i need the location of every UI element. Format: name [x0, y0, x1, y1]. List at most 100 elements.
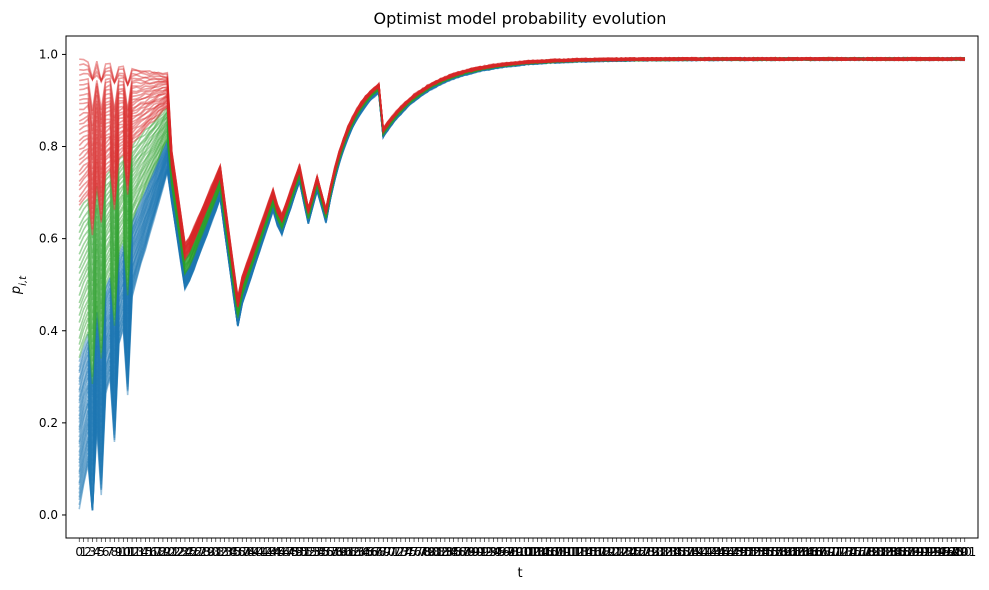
series-line-group-1: [78, 56, 965, 350]
x-tick-label: 189: [900, 545, 923, 559]
x-tick-label: 60: [336, 545, 351, 559]
series-line-group-1: [78, 56, 965, 314]
series-line-group-0: [78, 56, 965, 478]
y-tick-label: 0.8: [39, 140, 58, 154]
series-line-group-1: [78, 56, 965, 309]
x-tick-label: 88: [459, 545, 474, 559]
series-line-group-0: [78, 56, 965, 482]
x-tick-label: 25: [182, 545, 197, 559]
x-tick-label: 159: [768, 545, 791, 559]
x-tick-label: 143: [698, 545, 721, 559]
series-line-group-0: [78, 56, 965, 444]
x-tick-label: 44: [265, 545, 280, 559]
x-tick-label: 131: [645, 545, 668, 559]
x-tick-label: 18: [151, 545, 166, 559]
series-line-group-2: [79, 56, 965, 301]
series-line-group-1: [78, 56, 965, 362]
x-tick-label: 0: [75, 545, 83, 559]
series-line-group-0: [78, 57, 965, 503]
x-tick-label: 190: [905, 545, 928, 559]
x-tick-label: 198: [940, 545, 963, 559]
x-tick-label: 162: [782, 545, 805, 559]
series-line-group-1: [78, 56, 966, 384]
series-line-group-2: [79, 56, 965, 302]
x-tick-label: 188: [896, 545, 919, 559]
x-tick-label: 112: [561, 545, 584, 559]
x-tick-label: 26: [186, 545, 201, 559]
x-tick-label: 195: [927, 545, 950, 559]
series-line-group-1: [78, 56, 965, 371]
x-tick-label: 127: [627, 545, 650, 559]
x-tick-label: 104: [526, 545, 549, 559]
x-tick-label: 7: [106, 545, 114, 559]
x-tick-label: 52: [301, 545, 316, 559]
x-tick-label: 125: [618, 545, 641, 559]
x-tick-label: 124: [614, 545, 637, 559]
x-tick-label: 179: [856, 545, 879, 559]
x-tick-label: 72: [389, 545, 404, 559]
x-tick-label: 81: [428, 545, 443, 559]
x-tick-label: 67: [367, 545, 382, 559]
series-line-group-2: [78, 56, 965, 306]
x-tick-label: 200: [949, 545, 972, 559]
series-line-group-2: [78, 56, 966, 304]
x-tick-label: 116: [579, 545, 602, 559]
x-tick-label: 29: [199, 545, 214, 559]
x-tick-label: 115: [574, 545, 597, 559]
series-line-group-2: [79, 56, 965, 298]
x-tick-label: 12: [124, 545, 139, 559]
x-tick-label: 178: [852, 545, 875, 559]
x-tick-label: 65: [358, 545, 373, 559]
x-tick-label: 193: [918, 545, 941, 559]
x-tick-label: 93: [481, 545, 496, 559]
x-tick-label: 123: [610, 545, 633, 559]
series-line-group-1: [78, 56, 965, 330]
x-tick-label: 34: [221, 545, 236, 559]
x-tick-label: 30: [204, 545, 219, 559]
x-tick-label: 71: [384, 545, 399, 559]
x-tick-label: 40: [248, 545, 263, 559]
x-tick-label: 150: [729, 545, 752, 559]
series-line-group-0: [78, 56, 966, 457]
x-tick-label: 98: [503, 545, 518, 559]
series-line-group-0: [78, 56, 966, 388]
x-tick-label: 101: [513, 545, 536, 559]
x-tick-label: 139: [680, 545, 703, 559]
x-tick-label: 119: [592, 545, 615, 559]
x-tick-label: 140: [685, 545, 708, 559]
x-tick-label: 27: [191, 545, 206, 559]
series-line-group-0: [78, 56, 965, 428]
series-line-group-0: [78, 56, 965, 497]
x-tick-label: 196: [931, 545, 954, 559]
x-tick-label: 126: [623, 545, 646, 559]
series-line-group-2: [78, 56, 965, 306]
x-tick-label: 151: [733, 545, 756, 559]
x-tick-label: 1: [80, 545, 88, 559]
series-line-group-2: [78, 56, 965, 306]
x-tick-label: 5: [97, 545, 105, 559]
series-line-group-0: [78, 56, 965, 409]
x-tick-label: 154: [746, 545, 769, 559]
x-tick-label: 58: [327, 545, 342, 559]
x-tick-label: 76: [406, 545, 421, 559]
x-tick-label: 91: [473, 545, 488, 559]
x-tick-label: 167: [804, 545, 827, 559]
x-tick-label: 84: [442, 545, 457, 559]
series-line-group-0: [78, 56, 965, 447]
x-tick-label: 70: [380, 545, 395, 559]
x-tick-label: 121: [601, 545, 624, 559]
x-tick-label: 50: [292, 545, 307, 559]
series-line-group-1: [78, 56, 965, 309]
x-tick-label: 56: [318, 545, 333, 559]
x-tick-label: 183: [874, 545, 897, 559]
series-line-group-2: [78, 56, 965, 307]
x-tick-label: 182: [870, 545, 893, 559]
x-tick-label: 197: [936, 545, 959, 559]
x-tick-label: 63: [349, 545, 364, 559]
series-line-group-0: [78, 56, 966, 467]
series-line-group-1: [78, 56, 965, 312]
x-tick-label: 54: [309, 545, 324, 559]
x-tick-label: 176: [843, 545, 866, 559]
x-tick-label: 160: [773, 545, 796, 559]
x-tick-label: 122: [605, 545, 628, 559]
